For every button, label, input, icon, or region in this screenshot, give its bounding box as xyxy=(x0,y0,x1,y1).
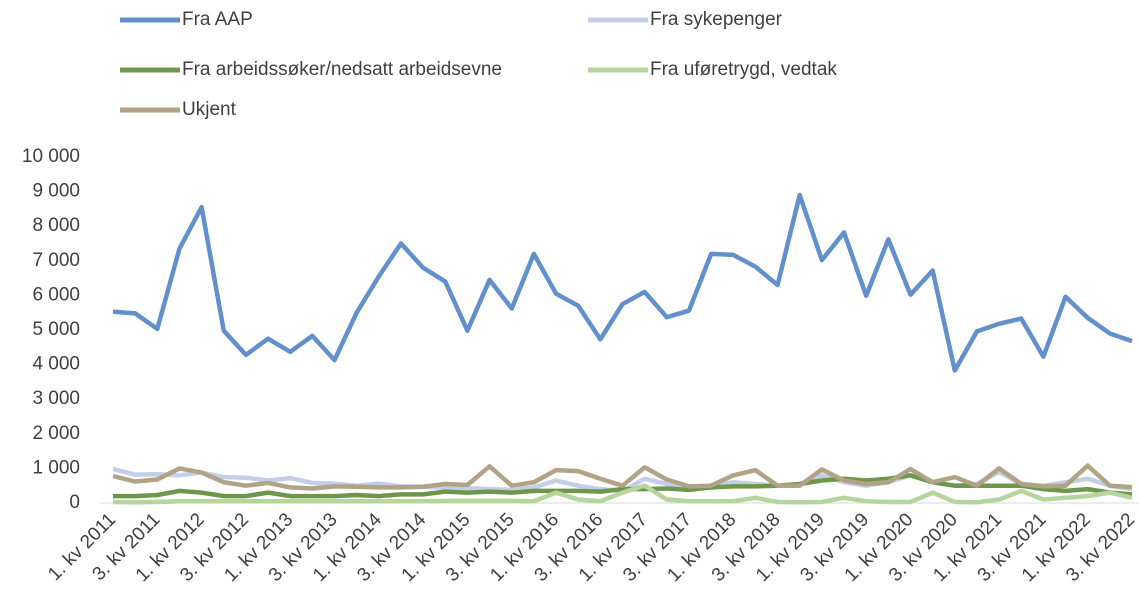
y-tick-label: 3 000 xyxy=(32,388,80,409)
legend-label: Fra uføretrygd, vedtak xyxy=(650,59,837,80)
y-tick-label: 1 000 xyxy=(32,457,80,478)
legend-label: Fra arbeidssøker/nedsatt arbeidsevne xyxy=(182,59,502,80)
legend-label: Fra AAP xyxy=(182,9,253,30)
y-tick-label: 7 000 xyxy=(32,250,80,271)
legend-label: Ukjent xyxy=(182,99,237,120)
y-tick-label: 9 000 xyxy=(32,181,80,202)
y-tick-label: 5 000 xyxy=(32,319,80,340)
series-line xyxy=(112,483,1133,505)
y-tick-label: 6 000 xyxy=(32,284,80,305)
y-tick-label: 10 000 xyxy=(22,146,80,167)
series-line xyxy=(113,473,1133,499)
legend-label: Fra sykepenger xyxy=(650,9,783,30)
y-tick-label: 8 000 xyxy=(32,215,80,236)
y-tick-label: 0 xyxy=(69,492,80,513)
series-line xyxy=(112,463,1133,491)
y-tick-label: 2 000 xyxy=(32,423,80,444)
series-line xyxy=(112,192,1133,373)
y-tick-label: 4 000 xyxy=(32,354,80,375)
